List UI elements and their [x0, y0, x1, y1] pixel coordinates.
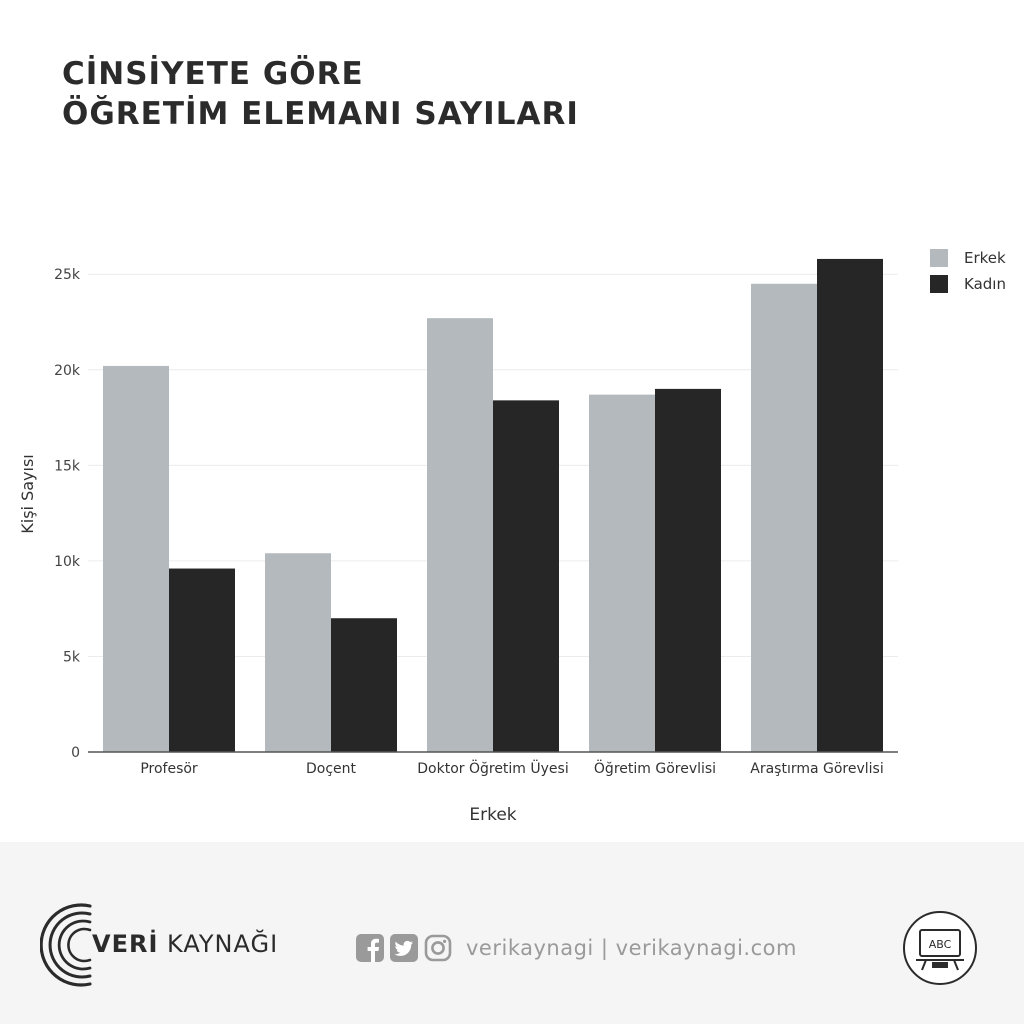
brand-name-light: KAYNAĞI: [158, 930, 279, 958]
bar-erkek-2[interactable]: [427, 318, 493, 752]
brand-name: VERİ KAYNAĞI: [92, 930, 278, 958]
bars: [103, 258, 883, 752]
legend: Erkek Kadın: [930, 249, 1006, 293]
legend-swatch-1[interactable]: [930, 275, 948, 293]
legend-label-1[interactable]: Kadın: [964, 275, 1006, 293]
x-tick-label: Profesör: [140, 761, 198, 777]
title-line-2: ÖĞRETİM ELEMANI SAYILARI: [62, 96, 579, 132]
x-tick-label: Doktor Öğretim Üyesi: [417, 759, 568, 777]
x-axis-title: Erkek: [469, 805, 516, 825]
footer-band: [0, 842, 1024, 1024]
bar-erkek-3[interactable]: [589, 394, 655, 752]
bar-chart: 0 5k 10k 15k 20k 25k Profesör Doçent Doktor Öğre…: [18, 249, 1006, 825]
instagram-icon[interactable]: [424, 934, 452, 962]
bar-kad-n-3[interactable]: [655, 388, 721, 752]
badge-label: ABC: [929, 938, 952, 951]
y-tick-label: 0: [71, 745, 80, 761]
axes: 0 5k 10k 15k 20k 25k Profesör Doçent Doktor Öğre…: [18, 267, 898, 825]
bar-erkek-1[interactable]: [265, 553, 331, 752]
twitter-icon[interactable]: [390, 934, 418, 962]
facebook-icon[interactable]: [356, 934, 384, 962]
y-tick-label: 25k: [54, 267, 81, 283]
bar-kad-n-0[interactable]: [169, 568, 235, 752]
chalkboard-icon: ABC: [903, 911, 977, 985]
chart-title: CİNSİYETE GÖRE ÖĞRETİM ELEMANI SAYILARI: [62, 54, 579, 134]
y-tick-label: 15k: [54, 458, 81, 474]
y-tick-label: 5k: [63, 649, 81, 665]
social-handle-text[interactable]: verikaynagi | verikaynagi.com: [466, 936, 797, 960]
bar-kad-n-1[interactable]: [331, 618, 397, 752]
y-tick-label: 10k: [54, 554, 81, 570]
title-line-1: CİNSİYETE GÖRE: [62, 56, 364, 92]
y-axis-title: Kişi Sayısı: [18, 454, 37, 533]
bar-erkek-0[interactable]: [103, 365, 169, 752]
legend-swatch-0[interactable]: [930, 249, 948, 267]
brand-name-bold: VERİ: [92, 930, 159, 958]
legend-label-0[interactable]: Erkek: [964, 249, 1006, 267]
bar-kad-n-4[interactable]: [817, 258, 883, 752]
bar-kad-n-2[interactable]: [493, 400, 559, 752]
x-tick-label: Öğretim Görevlisi: [594, 759, 716, 777]
y-tick-label: 20k: [54, 363, 81, 379]
brand-arcs-icon: [40, 903, 92, 987]
brand-logo: VERİ KAYNAĞI: [40, 900, 300, 990]
social-links: verikaynagi | verikaynagi.com: [356, 932, 797, 964]
bar-erkek-4[interactable]: [751, 283, 817, 752]
x-tick-label: Araştırma Görevlisi: [750, 761, 884, 777]
x-tick-label: Doçent: [306, 761, 357, 777]
